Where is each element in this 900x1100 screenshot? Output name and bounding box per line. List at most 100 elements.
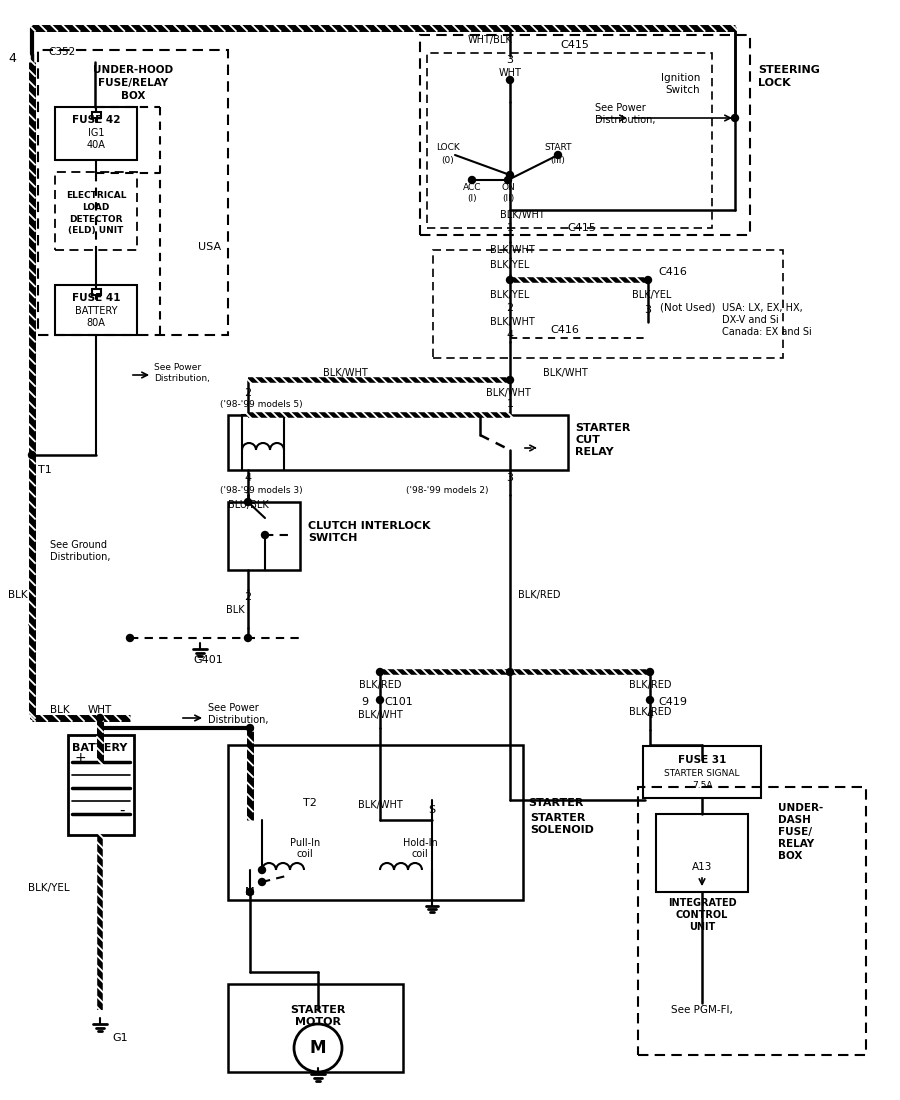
Text: UNIT: UNIT <box>688 922 716 932</box>
Bar <box>228 415 568 470</box>
Text: (Not Used): (Not Used) <box>660 302 716 313</box>
Text: -: - <box>120 803 125 817</box>
Text: 2: 2 <box>507 302 514 313</box>
Text: C419: C419 <box>658 697 687 707</box>
Text: 4: 4 <box>507 330 514 340</box>
Text: ('98-'99 models 2): ('98-'99 models 2) <box>406 485 488 495</box>
Text: (I): (I) <box>467 195 477 204</box>
Text: (III): (III) <box>551 155 565 165</box>
Text: M: M <box>245 887 255 896</box>
Circle shape <box>732 114 739 121</box>
Text: FUSE 42: FUSE 42 <box>72 116 121 125</box>
Circle shape <box>245 635 251 641</box>
Circle shape <box>127 635 133 641</box>
Bar <box>228 984 403 1072</box>
Text: LOCK: LOCK <box>758 78 790 88</box>
Text: START: START <box>544 143 572 153</box>
Text: BLK/WHT: BLK/WHT <box>543 368 588 378</box>
Text: WHT/BLK: WHT/BLK <box>468 35 512 45</box>
Text: C101: C101 <box>384 697 413 707</box>
Text: WHT: WHT <box>499 68 521 78</box>
Circle shape <box>258 867 265 873</box>
Text: BLK/YEL: BLK/YEL <box>490 260 529 270</box>
Text: STARTER: STARTER <box>530 813 585 823</box>
Text: UNDER-: UNDER- <box>778 803 824 813</box>
Bar <box>55 107 137 160</box>
Text: CLUTCH INTERLOCK: CLUTCH INTERLOCK <box>308 521 430 531</box>
Text: Hold-In: Hold-In <box>402 838 437 848</box>
Circle shape <box>646 696 653 704</box>
Text: SOLENOID: SOLENOID <box>530 825 594 835</box>
Bar <box>228 502 300 570</box>
Text: BLK/RED: BLK/RED <box>629 680 671 690</box>
Circle shape <box>96 715 104 722</box>
Text: 40A: 40A <box>86 140 105 150</box>
Text: FUSE 41: FUSE 41 <box>72 293 121 303</box>
Text: 1: 1 <box>507 223 514 233</box>
Circle shape <box>507 77 514 84</box>
Text: STARTER: STARTER <box>528 798 583 808</box>
Text: ELECTRICAL: ELECTRICAL <box>66 190 126 199</box>
Circle shape <box>469 176 475 184</box>
Text: LOAD: LOAD <box>82 202 110 211</box>
Circle shape <box>554 152 562 158</box>
Text: BOX: BOX <box>121 91 145 101</box>
Text: B: B <box>247 805 254 815</box>
Text: STARTER: STARTER <box>291 1005 346 1015</box>
Circle shape <box>258 879 265 886</box>
Text: 4: 4 <box>245 473 252 483</box>
Text: BLK/YEL: BLK/YEL <box>632 290 671 300</box>
Text: BLK/WHT: BLK/WHT <box>490 245 535 255</box>
Text: 3: 3 <box>644 305 652 315</box>
Text: S: S <box>428 805 436 815</box>
Text: C415: C415 <box>560 40 589 49</box>
Text: C416: C416 <box>550 324 579 336</box>
Text: MOTOR: MOTOR <box>295 1018 341 1027</box>
Text: BLK/RED: BLK/RED <box>359 680 401 690</box>
Text: USA: LX, EX, HX,: USA: LX, EX, HX, <box>722 302 803 313</box>
Text: FUSE/RELAY: FUSE/RELAY <box>98 78 168 88</box>
Text: C352: C352 <box>48 47 76 57</box>
Circle shape <box>507 276 514 284</box>
Text: 2: 2 <box>245 388 252 398</box>
Bar <box>92 111 101 118</box>
Text: BATTERY: BATTERY <box>72 742 128 754</box>
Text: coil: coil <box>411 849 428 859</box>
Text: 1: 1 <box>245 492 251 502</box>
Circle shape <box>507 172 514 178</box>
Text: BLK: BLK <box>8 590 28 600</box>
Circle shape <box>262 531 268 539</box>
Text: Switch: Switch <box>665 85 700 95</box>
Text: DASH: DASH <box>778 815 811 825</box>
Text: T1: T1 <box>38 465 52 475</box>
Text: See Power: See Power <box>595 103 646 113</box>
Text: Distribution,: Distribution, <box>208 715 268 725</box>
Text: BATTERY: BATTERY <box>75 306 117 316</box>
Text: CUT: CUT <box>575 434 600 446</box>
Text: C416: C416 <box>658 267 687 277</box>
Text: A13: A13 <box>692 862 712 872</box>
Text: Canada: EX and Si: Canada: EX and Si <box>722 327 812 337</box>
Text: BLK/RED: BLK/RED <box>518 590 561 600</box>
Text: See Power: See Power <box>154 363 201 372</box>
Bar <box>420 35 750 235</box>
Text: G1: G1 <box>112 1033 128 1043</box>
Text: BLK/WHT: BLK/WHT <box>486 388 531 398</box>
Text: STARTER SIGNAL: STARTER SIGNAL <box>664 769 740 778</box>
Bar <box>638 786 866 1055</box>
Text: LOCK: LOCK <box>436 143 460 153</box>
Text: BLK: BLK <box>50 705 69 715</box>
Text: IG1: IG1 <box>88 128 104 138</box>
Bar <box>55 285 137 336</box>
Circle shape <box>247 725 254 732</box>
Text: 80A: 80A <box>86 318 105 328</box>
Bar <box>92 289 101 295</box>
Text: BLK/WHT: BLK/WHT <box>357 710 402 720</box>
Text: Ignition: Ignition <box>661 73 700 82</box>
Bar <box>643 746 761 798</box>
Text: BLK: BLK <box>226 605 244 615</box>
Text: BLU/BLK: BLU/BLK <box>228 500 268 510</box>
Text: FUSE/: FUSE/ <box>778 827 812 837</box>
Text: FUSE 31: FUSE 31 <box>678 755 726 764</box>
Circle shape <box>507 669 514 675</box>
